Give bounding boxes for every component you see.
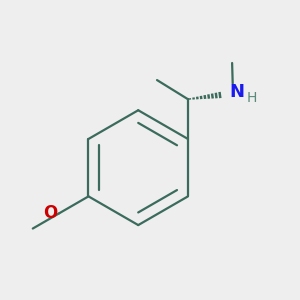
- Text: H: H: [246, 91, 256, 105]
- Text: N: N: [229, 83, 244, 101]
- Text: O: O: [44, 204, 58, 222]
